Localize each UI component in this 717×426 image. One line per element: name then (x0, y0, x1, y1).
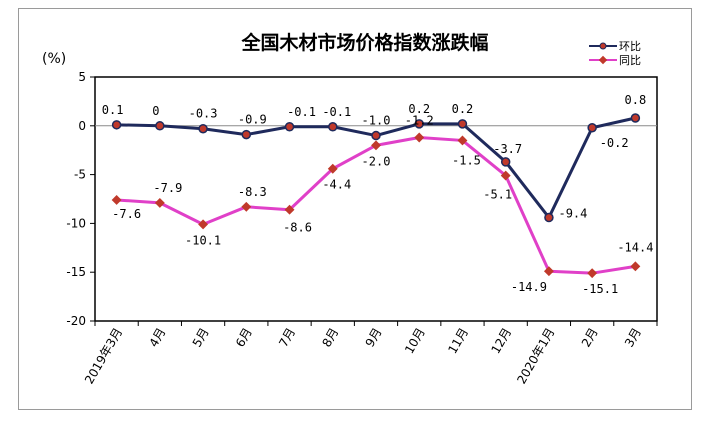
data-label: -1.5 (452, 153, 481, 167)
x-tick-label: 10月 (402, 326, 428, 357)
data-label: 0 (152, 104, 159, 118)
y-tick-label: -10 (66, 216, 86, 230)
data-point (457, 135, 468, 146)
data-point (630, 261, 641, 272)
data-point (500, 157, 511, 167)
data-point (198, 219, 209, 230)
data-label: 0.8 (625, 93, 647, 107)
x-tick-label: 12月 (489, 326, 515, 357)
data-label: -0.9 (238, 113, 267, 127)
data-point (111, 120, 122, 130)
data-point (543, 266, 554, 277)
data-label: -8.6 (283, 221, 312, 235)
chart-title: 全国木材市场价格指数涨跌幅 (240, 31, 488, 54)
x-tick-label: 8月 (319, 326, 341, 350)
data-point (500, 170, 511, 181)
y-tick-label: 0 (78, 119, 86, 133)
y-tick-label: -20 (66, 314, 86, 328)
data-label: -3.7 (493, 142, 522, 156)
y-axis: 5 0 -5 -10 -15 -20 (66, 70, 657, 328)
data-label: -15.1 (582, 282, 618, 296)
data-labels: 0.1 0 -0.3 -0.9 -0.1 -0.1 -1.0 0.2 0.2 -3.7 -9.4 -0… (102, 93, 654, 296)
data-point (241, 129, 252, 140)
data-point (630, 113, 641, 123)
data-label: -7.6 (112, 207, 141, 221)
unit-label: (%) (42, 51, 66, 67)
x-tick-label: 4月 (146, 326, 168, 350)
x-tick-label: 2020年1月 (514, 326, 557, 387)
data-label: -9.4 (558, 207, 587, 221)
data-point (327, 163, 338, 174)
legend-marker-huanbi (599, 42, 607, 50)
data-label: -0.2 (600, 136, 629, 150)
data-point (328, 122, 338, 132)
x-tick-label: 11月 (445, 326, 471, 357)
x-tick-label: 6月 (233, 326, 255, 350)
data-point (111, 195, 122, 205)
data-point (544, 212, 554, 223)
data-label: 0.1 (102, 103, 124, 117)
y-tick-label: 5 (78, 70, 86, 84)
data-point (241, 201, 252, 212)
data-label: 0.2 (408, 102, 430, 116)
x-tick-label: 5月 (190, 326, 212, 350)
y-tick-label: -15 (66, 265, 86, 279)
series-layer (111, 113, 641, 279)
data-point (154, 197, 165, 208)
data-point (587, 268, 598, 279)
data-label: -0.1 (287, 105, 316, 119)
x-tick-label: 3月 (622, 326, 644, 350)
data-label: -7.9 (153, 181, 182, 195)
data-point (284, 122, 295, 132)
x-tick-label: 2019年3月 (82, 326, 125, 387)
data-label: -10.1 (185, 233, 221, 247)
data-label: -0.3 (189, 107, 218, 121)
x-tick-label: 2月 (579, 326, 601, 350)
data-point (155, 121, 165, 131)
data-label: -14.9 (511, 280, 547, 294)
data-label: -14.4 (617, 240, 653, 254)
data-point (457, 119, 468, 129)
data-label: -5.1 (483, 188, 512, 202)
data-label: -1.2 (405, 114, 434, 128)
data-point (284, 204, 295, 215)
legend-marker-tongbi (598, 55, 608, 65)
x-axis: 2019年3月 4月 5月 6月 7月 8月 9月 10月 11月 12月 2020年1月 2月 3月 (82, 321, 658, 387)
data-label: -1.0 (362, 114, 391, 128)
data-point (198, 123, 208, 134)
data-label: -4.4 (322, 178, 351, 192)
plot-area (94, 76, 658, 322)
line-chart: 全国木材市场价格指数涨跌幅 (%) 环比 同比 5 0 -5 -10 -15 -20 20… (42, 31, 658, 387)
legend-label-huanbi: 环比 (619, 40, 641, 53)
data-label: 0.2 (452, 102, 474, 116)
x-tick-label: 9月 (363, 326, 385, 350)
legend-label-tongbi: 同比 (619, 54, 641, 67)
data-point (371, 140, 381, 151)
data-point (371, 130, 381, 141)
data-point (587, 123, 597, 133)
x-tick-label: 7月 (276, 326, 298, 350)
data-label: -2.0 (362, 154, 391, 168)
legend: 环比 同比 (589, 40, 641, 67)
data-label: -0.1 (322, 105, 351, 119)
y-tick-label: -5 (74, 168, 86, 182)
chart-frame: 全国木材市场价格指数涨跌幅 (%) 环比 同比 5 0 -5 -10 -15 -20 20… (18, 8, 692, 410)
data-point (414, 119, 424, 129)
data-label: -8.3 (238, 185, 267, 199)
